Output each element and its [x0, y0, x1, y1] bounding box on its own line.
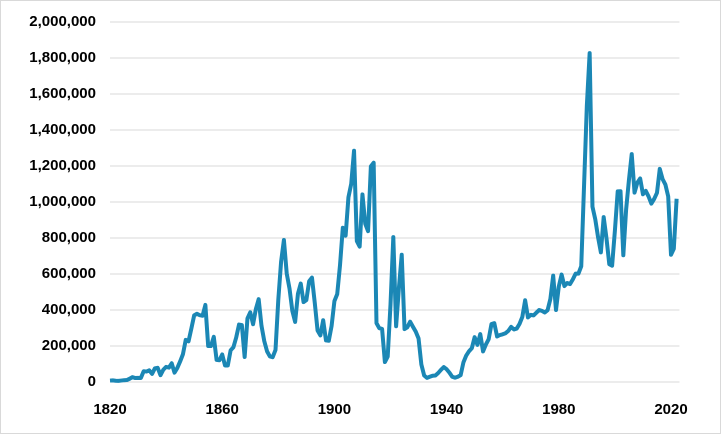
x-tick-label: 1900 — [318, 401, 351, 418]
x-tick-label: 1820 — [93, 401, 126, 418]
y-tick-label: 1,200,000 — [29, 157, 96, 174]
y-tick-label: 800,000 — [42, 229, 96, 246]
y-tick-label: 1,400,000 — [29, 121, 96, 138]
y-tick-label: 1,000,000 — [29, 193, 96, 210]
y-tick-label: 2,000,000 — [29, 13, 96, 30]
y-tick-label: 400,000 — [42, 301, 96, 318]
x-tick-label: 2020 — [654, 401, 687, 418]
y-tick-label: 200,000 — [42, 337, 96, 354]
x-tick-label: 1860 — [206, 401, 239, 418]
y-tick-label: 1,600,000 — [29, 85, 96, 102]
x-tick-label: 1940 — [430, 401, 463, 418]
series-line — [109, 51, 679, 383]
x-tick-label: 1980 — [542, 401, 575, 418]
y-tick-label: 600,000 — [42, 265, 96, 282]
y-tick-label: 1,800,000 — [29, 49, 96, 66]
y-tick-label: 0 — [88, 373, 96, 390]
